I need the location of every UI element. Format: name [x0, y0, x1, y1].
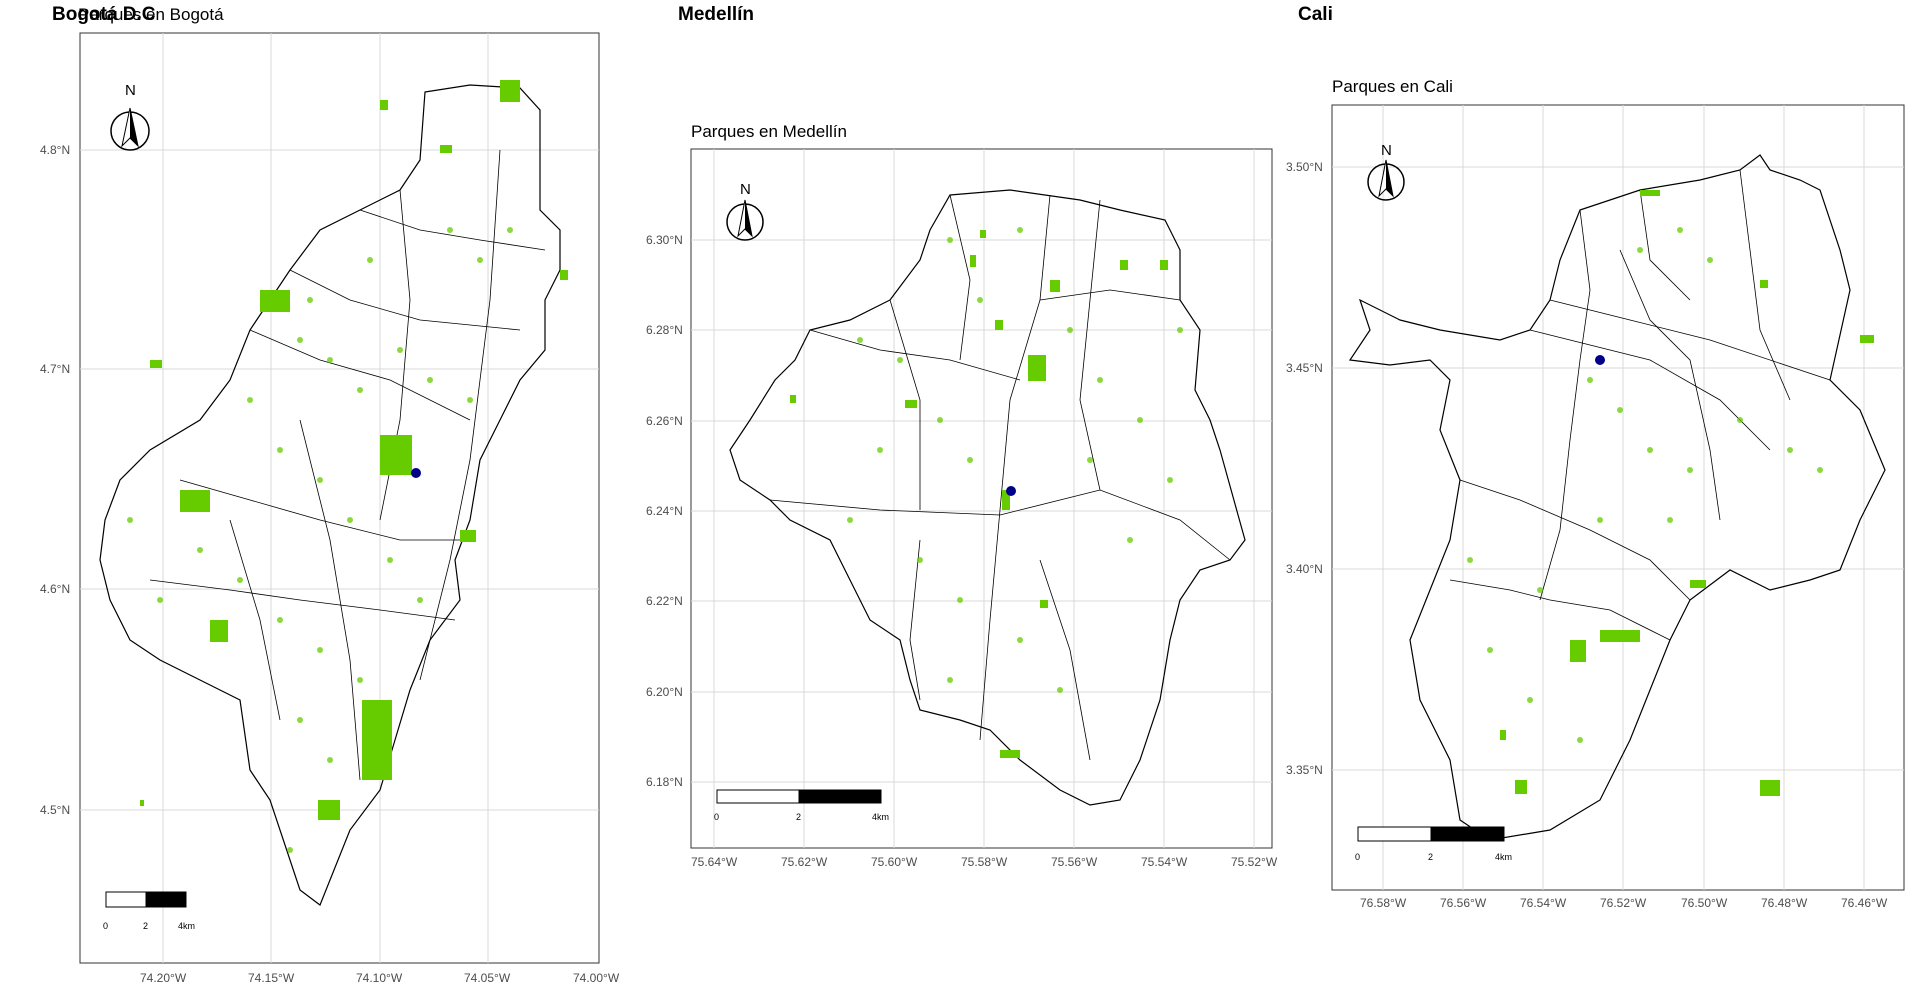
x-tick-label: 76.54°W: [1520, 896, 1567, 910]
scale-bar: [105, 891, 187, 908]
scale-label: 0: [714, 812, 719, 822]
x-tick-label: 76.56°W: [1440, 896, 1487, 910]
y-tick-label: 6.24°N: [646, 504, 683, 518]
y-tick-label: 3.45°N: [1286, 361, 1323, 375]
y-tick-label: 4.7°N: [40, 362, 70, 376]
small-parks: [127, 227, 513, 853]
scale-label: 4km: [872, 812, 889, 822]
x-tick-label: 74.00°W: [573, 971, 620, 985]
small-parks: [1467, 227, 1823, 743]
x-tick-label: 75.54°W: [1141, 855, 1188, 869]
y-tick-label: 4.5°N: [40, 803, 70, 817]
x-tick-label: 75.58°W: [961, 855, 1008, 869]
scale-bar: [1357, 826, 1505, 842]
x-tick-label: 74.05°W: [464, 971, 511, 985]
x-tick-label: 75.64°W: [691, 855, 738, 869]
district-boundaries: [769, 194, 1231, 761]
scale-label: 0: [1355, 852, 1360, 862]
map-panel-cali: Cali Parques en Cali: [1298, 0, 1898, 991]
y-tick-label: 6.30°N: [646, 233, 683, 247]
y-tick-label: 4.8°N: [40, 143, 70, 157]
x-tick-label: 74.15°W: [248, 971, 295, 985]
y-tick-label: 6.22°N: [646, 594, 683, 608]
panel-title: Medellín: [678, 4, 755, 25]
x-tick-label: 76.58°W: [1360, 896, 1407, 910]
city-marker: [1595, 355, 1605, 365]
y-tick-label: 6.26°N: [646, 414, 683, 428]
district-boundaries: [1449, 169, 1831, 641]
parks: [140, 80, 568, 820]
city-marker: [411, 468, 421, 478]
city-boundary: [729, 189, 1246, 806]
y-tick-label: 6.20°N: [646, 685, 683, 699]
x-tick-label: 76.46°W: [1841, 896, 1888, 910]
x-tick-label: 74.20°W: [140, 971, 187, 985]
map-title: Parques en Medellín: [691, 122, 847, 141]
map-medellin: N 0 2 4km 75.64°W 75.62°W 75.60°W 75.58°…: [646, 148, 1278, 869]
scale-label: 2: [1428, 852, 1433, 862]
city-boundary: [99, 84, 561, 906]
district-boundaries: [149, 149, 546, 781]
y-tick-label: 3.40°N: [1286, 562, 1323, 576]
map-panel-bogota: Parques en Bogotá Bogotá D.C: [52, 0, 612, 991]
map-title: Parques en Cali: [1332, 77, 1453, 96]
map-bogota: N 0 2 4km 74.20°W 74.15°W 74.10°W 74.05°…: [40, 32, 620, 985]
x-tick-label: 76.52°W: [1600, 896, 1647, 910]
y-tick-label: 6.18°N: [646, 775, 683, 789]
map-title: Parques en Bogotá: [78, 5, 224, 24]
plot-frame: [690, 148, 1273, 849]
scale-label: 4km: [1495, 852, 1512, 862]
graticule: [1332, 105, 1904, 890]
x-tick-label: 75.62°W: [781, 855, 828, 869]
north-label: N: [125, 82, 136, 99]
panel-title: Cali: [1298, 4, 1333, 25]
y-tick-label: 6.28°N: [646, 323, 683, 337]
scale-label: 2: [796, 812, 801, 822]
plot-frame: [79, 32, 600, 964]
scale-bar: [716, 789, 882, 804]
plot-frame: [1331, 104, 1905, 891]
north-arrow-icon: [1367, 159, 1405, 201]
city-boundary: [1348, 154, 1886, 841]
y-tick-label: 3.35°N: [1286, 763, 1323, 777]
scale-label: 0: [103, 921, 108, 931]
x-tick-label: 76.50°W: [1681, 896, 1728, 910]
scale-label: 2: [143, 921, 148, 931]
graticule: [691, 149, 1272, 848]
scale-label: 4km: [178, 921, 195, 931]
x-tick-label: 75.60°W: [871, 855, 918, 869]
graticule: [80, 33, 599, 963]
north-arrow-icon: [110, 107, 150, 151]
north-arrow-icon: [726, 199, 764, 241]
north-label: N: [1381, 142, 1392, 159]
north-label: N: [740, 181, 751, 198]
x-tick-label: 76.48°W: [1761, 896, 1808, 910]
small-parks: [847, 227, 1183, 693]
panel-title: Bogotá D.C: [52, 4, 156, 25]
y-tick-label: 4.6°N: [40, 582, 70, 596]
x-tick-label: 74.10°W: [356, 971, 403, 985]
map-panel-medellin: Medellín Parques en Medellín: [678, 0, 1278, 991]
parks: [790, 230, 1168, 758]
city-marker: [1006, 486, 1016, 496]
y-tick-label: 3.50°N: [1286, 160, 1323, 174]
x-tick-label: 75.52°W: [1231, 855, 1278, 869]
parks: [1500, 190, 1874, 796]
x-tick-label: 75.56°W: [1051, 855, 1098, 869]
map-cali: N 0 2 4km 76.58°W 76.56°W 76.54°W 76.52°…: [1286, 104, 1905, 910]
